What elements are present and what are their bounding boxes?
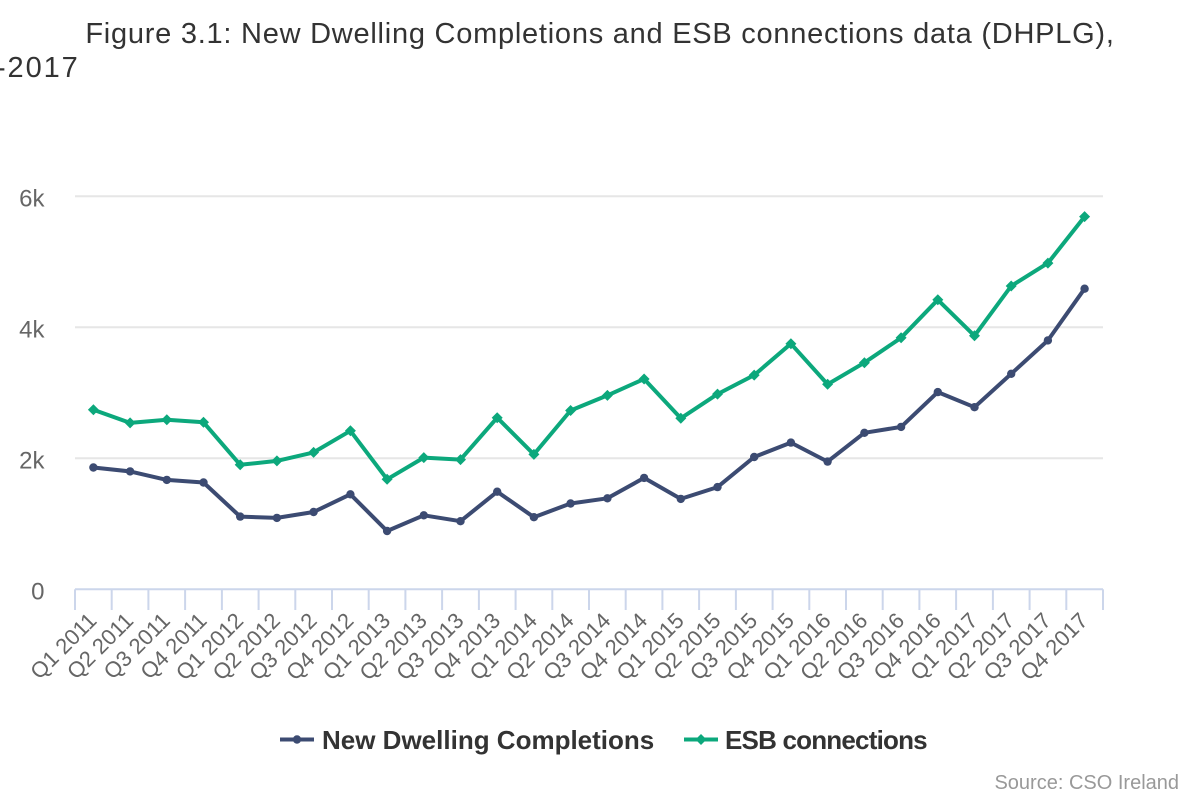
svg-text:-2017: -2017 xyxy=(0,52,80,84)
svg-text:ESB connections: ESB connections xyxy=(725,725,927,755)
svg-text:0: 0 xyxy=(31,579,44,606)
svg-text:2k: 2k xyxy=(19,448,45,475)
svg-text:4k: 4k xyxy=(19,317,45,344)
svg-text:Source: CSO Ireland: Source: CSO Ireland xyxy=(994,772,1179,794)
svg-text:New Dwelling Completions: New Dwelling Completions xyxy=(322,725,654,755)
svg-text:Figure 3.1: New Dwelling Compl: Figure 3.1: New Dwelling Completions and… xyxy=(85,18,1114,50)
svg-text:6k: 6k xyxy=(19,186,45,213)
